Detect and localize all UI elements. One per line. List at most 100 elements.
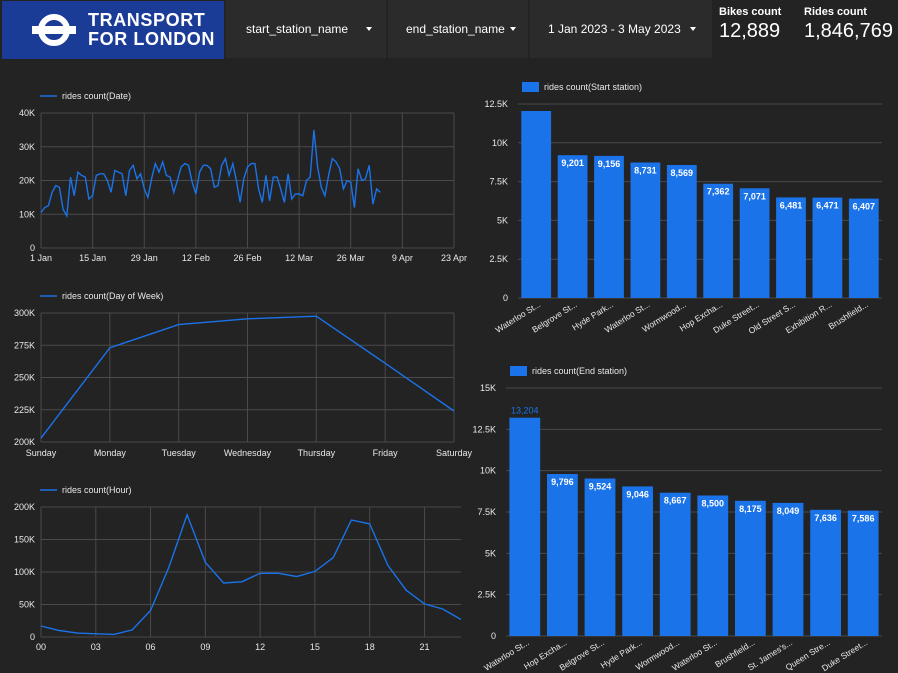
bar bbox=[659, 492, 691, 636]
legend-label: rides count(Hour) bbox=[62, 485, 132, 495]
logo-line1: TRANSPORT bbox=[88, 10, 206, 30]
bar bbox=[594, 155, 624, 298]
y-tick-label: 7.5K bbox=[489, 177, 508, 187]
x-tick-label: Saturday bbox=[436, 448, 473, 458]
x-tick-label: 06 bbox=[146, 642, 156, 652]
y-tick-label: 0 bbox=[491, 631, 496, 641]
legend-label: rides count(Date) bbox=[62, 91, 131, 101]
date-range-filter[interactable]: 1 Jan 2023 - 3 May 2023 bbox=[530, 0, 712, 58]
bar bbox=[622, 486, 653, 636]
y-tick-label: 200K bbox=[14, 502, 35, 512]
bar-value-label: 6,481 bbox=[780, 200, 803, 210]
chevron-down-icon bbox=[366, 27, 372, 31]
y-tick-label: 7.5K bbox=[477, 507, 496, 517]
bar bbox=[703, 183, 734, 298]
legend-label: rides count(Start station) bbox=[544, 82, 642, 92]
series-line bbox=[40, 315, 455, 439]
chart-rides-by-day-of-week: rides count(Day of Week) 200K 225K 250K 275K… bbox=[14, 291, 473, 458]
dashboard-header: TRANSPORT FOR LONDON start_station_name … bbox=[0, 0, 898, 60]
bar bbox=[557, 155, 588, 298]
y-tick-label: 50K bbox=[19, 600, 35, 610]
bar-value-label: 13,204 bbox=[511, 406, 539, 416]
x-tick-label: 15 Jan bbox=[79, 253, 106, 263]
kpi-title: Bikes count bbox=[719, 6, 782, 18]
x-tick-label: 18 bbox=[365, 642, 375, 652]
x-tick-label: 26 Mar bbox=[337, 253, 365, 263]
bar bbox=[847, 510, 879, 636]
bar bbox=[547, 474, 578, 636]
end-station-filter-label: end_station_name bbox=[406, 22, 505, 36]
bar bbox=[812, 197, 843, 298]
chevron-down-icon bbox=[690, 27, 696, 31]
kpi-bikes-count: Bikes count 12,889 bbox=[719, 6, 781, 43]
legend-swatch bbox=[522, 82, 539, 92]
x-tick-label: 26 Feb bbox=[233, 253, 261, 263]
bar-value-label: 7,071 bbox=[743, 191, 766, 201]
bar bbox=[810, 509, 841, 636]
bar bbox=[697, 495, 729, 636]
bar-value-label: 9,524 bbox=[589, 482, 612, 492]
bar-value-label: 9,201 bbox=[561, 158, 584, 168]
legend-label: rides count(Day of Week) bbox=[62, 291, 163, 301]
y-tick-label: 10K bbox=[19, 209, 35, 219]
bar-value-label: 7,362 bbox=[707, 187, 730, 197]
bar-value-label: 8,175 bbox=[739, 504, 762, 514]
chevron-down-icon bbox=[510, 27, 516, 31]
y-tick-label: 30K bbox=[19, 142, 35, 152]
x-tick-label: 9 Apr bbox=[392, 253, 413, 263]
y-tick-label: 40K bbox=[19, 108, 35, 118]
y-tick-label: 200K bbox=[14, 437, 35, 447]
x-tick-label: 03 bbox=[91, 642, 101, 652]
chart-rides-by-end-station: rides count(End station) 0 2.5K 5K 7.5K 10K 12… bbox=[472, 366, 882, 673]
x-tick-label: 12 bbox=[255, 642, 265, 652]
roundel-icon bbox=[32, 14, 76, 46]
x-tick-label: 00 bbox=[36, 642, 46, 652]
x-tick-label: Thursday bbox=[298, 448, 336, 458]
y-tick-label: 250K bbox=[14, 373, 35, 383]
x-tick-label: 12 Mar bbox=[285, 253, 313, 263]
y-tick-label: 10K bbox=[492, 138, 508, 148]
y-tick-label: 15K bbox=[480, 383, 496, 393]
y-tick-label: 225K bbox=[14, 405, 35, 415]
legend-label: rides count(End station) bbox=[532, 366, 627, 376]
bar-value-label: 8,500 bbox=[702, 499, 725, 509]
bar bbox=[584, 478, 616, 636]
bar-value-label: 8,049 bbox=[777, 506, 800, 516]
bar-value-label: 7,586 bbox=[852, 514, 875, 524]
legend-swatch bbox=[510, 366, 527, 376]
bar-value-label: 9,796 bbox=[551, 477, 574, 487]
y-tick-label: 12.5K bbox=[472, 424, 496, 434]
series-line bbox=[40, 512, 462, 636]
tfl-logo: TRANSPORT FOR LONDON bbox=[2, 1, 224, 59]
y-tick-label: 12.5K bbox=[484, 99, 508, 109]
bar bbox=[776, 197, 806, 298]
y-tick-label: 0 bbox=[503, 293, 508, 303]
bar bbox=[848, 198, 879, 298]
kpi-value: 1,846,769 bbox=[804, 20, 893, 42]
bar bbox=[772, 502, 804, 636]
bar-value-label: 8,667 bbox=[664, 496, 687, 506]
bar bbox=[509, 417, 541, 636]
y-tick-label: 275K bbox=[14, 340, 35, 350]
x-tick-label: Monday bbox=[94, 448, 127, 458]
bar-value-label: 6,471 bbox=[816, 201, 839, 211]
chart-rides-by-hour: rides count(Hour) 0 50K 100K 150K 200K 00 03 06 0… bbox=[14, 485, 462, 652]
kpi-title: Rides count bbox=[804, 6, 867, 18]
end-station-filter[interactable]: end_station_name bbox=[388, 0, 528, 58]
kpi-value: 12,889 bbox=[719, 20, 781, 42]
x-tick-label: 15 bbox=[310, 642, 320, 652]
bar bbox=[630, 162, 661, 298]
series-line bbox=[40, 129, 381, 219]
y-tick-label: 5K bbox=[497, 215, 508, 225]
bar bbox=[666, 165, 697, 298]
bar-value-label: 6,407 bbox=[853, 202, 876, 212]
chart-rides-by-date: rides count(Date) 0 10K 20K 30K 40K 1 Jan 15 Ja… bbox=[19, 91, 467, 263]
start-station-filter-label: start_station_name bbox=[246, 22, 349, 36]
y-tick-label: 0 bbox=[30, 632, 35, 642]
bar-value-label: 8,731 bbox=[634, 166, 657, 176]
x-tick-label: 21 bbox=[419, 642, 429, 652]
start-station-filter[interactable]: start_station_name bbox=[226, 0, 386, 58]
bar bbox=[521, 111, 552, 298]
x-tick-label: Sunday bbox=[26, 448, 57, 458]
